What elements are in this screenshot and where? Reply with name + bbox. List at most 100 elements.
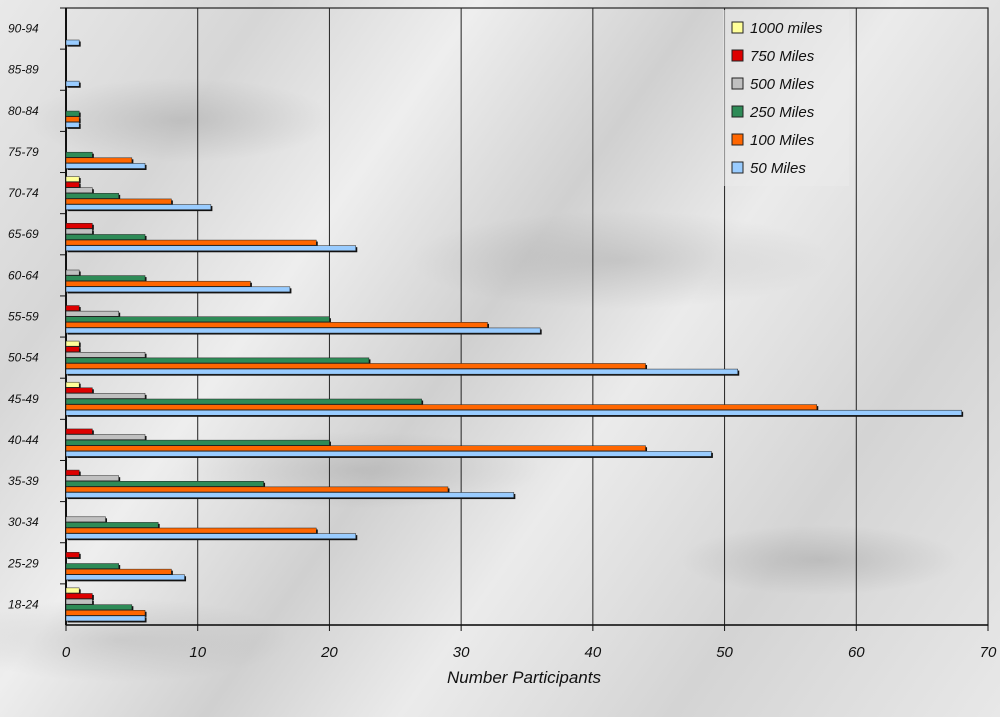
- x-tick-label: 0: [62, 644, 71, 661]
- bar: [65, 428, 93, 435]
- bar: [65, 122, 80, 128]
- bar: [65, 80, 80, 87]
- x-tick-label: 50: [716, 644, 733, 661]
- category-label: 18-24: [8, 597, 39, 611]
- legend-box: [723, 10, 849, 186]
- bar: [65, 552, 80, 558]
- category-label: 65-69: [8, 227, 39, 241]
- legend-label: 1000 miles: [750, 20, 823, 37]
- bar: [65, 492, 515, 498]
- category-label: 80-84: [8, 104, 39, 118]
- bar: [65, 228, 93, 235]
- bar: [65, 434, 146, 440]
- bar: [65, 239, 317, 246]
- bar: [65, 610, 146, 616]
- legend-swatch: [731, 21, 744, 34]
- legend-label: 500 Miles: [750, 76, 815, 93]
- bar: [65, 116, 80, 123]
- bar: [65, 234, 146, 240]
- bar: [65, 615, 146, 622]
- category-label: 85-89: [8, 63, 39, 77]
- bar: [65, 387, 93, 394]
- bar: [65, 280, 251, 287]
- category-label: 60-64: [8, 268, 39, 282]
- bar: [65, 39, 80, 46]
- bar: [65, 393, 146, 399]
- bar: [65, 340, 80, 347]
- legend-swatch: [731, 133, 744, 146]
- category-label: 90-94: [8, 22, 39, 36]
- bar: [65, 486, 449, 493]
- bar: [65, 151, 93, 158]
- bar: [65, 475, 119, 482]
- bar: [65, 363, 646, 369]
- bar: [65, 110, 80, 117]
- legend-swatch: [731, 161, 744, 174]
- category-label: 75-79: [8, 145, 39, 159]
- category-label: 70-74: [8, 186, 39, 200]
- bar: [65, 187, 93, 194]
- bar: [65, 223, 93, 229]
- bars-group: [65, 39, 964, 623]
- category-label: 50-54: [8, 351, 39, 365]
- bar: [65, 245, 357, 252]
- legend: 1000 miles 750 Miles 500 Miles 250 Miles 100…: [723, 10, 849, 186]
- bar: [65, 357, 370, 364]
- bar: [65, 157, 133, 164]
- bar: [65, 322, 488, 328]
- bar: [65, 469, 80, 476]
- category-label: 30-34: [8, 515, 39, 529]
- category-label: 40-44: [8, 433, 39, 447]
- legend-swatch: [731, 49, 744, 62]
- bar: [65, 563, 119, 569]
- bar: [65, 310, 119, 317]
- bar: [65, 409, 962, 416]
- bar: [65, 481, 264, 487]
- bar: [65, 533, 357, 539]
- bar: [65, 527, 317, 534]
- bar: [65, 269, 80, 276]
- bar: [65, 604, 133, 611]
- bar: [65, 327, 541, 334]
- legend-label: 250 Miles: [749, 104, 815, 121]
- x-tick-label: 10: [189, 644, 206, 661]
- bar: [65, 381, 80, 388]
- x-tick-label: 70: [980, 644, 997, 661]
- legend-label: 100 Miles: [750, 132, 815, 149]
- category-label: 25-29: [7, 556, 39, 570]
- x-tick-label: 20: [320, 644, 338, 661]
- bar: [65, 204, 212, 210]
- x-axis-ticks: 0 10 20 30 40 50 60 70: [62, 625, 997, 661]
- x-axis-title: Number Participants: [447, 668, 602, 687]
- bar: [65, 316, 330, 323]
- bar: [65, 574, 185, 581]
- bar: [65, 346, 80, 353]
- bar: [65, 198, 172, 205]
- bar: [65, 398, 422, 405]
- legend-swatch: [731, 105, 744, 118]
- category-label: 45-49: [8, 392, 39, 406]
- category-label: 35-39: [8, 474, 39, 488]
- x-tick-label: 40: [585, 644, 602, 661]
- bar: [65, 439, 330, 446]
- bar: [65, 593, 93, 599]
- bar: [65, 163, 146, 169]
- bar: [65, 587, 80, 594]
- bar: [65, 522, 159, 528]
- y-axis-categories: 18-24 25-29 30-34 35-39 40-44 45-49 50-54 55-59…: [7, 7, 66, 611]
- bar: [65, 352, 146, 358]
- bar: [65, 516, 106, 523]
- legend-label: 750 Miles: [750, 48, 815, 65]
- bar: [65, 445, 646, 452]
- bar: [65, 368, 738, 375]
- bar: [65, 598, 93, 605]
- bar: [65, 176, 80, 182]
- x-tick-label: 60: [848, 644, 865, 661]
- bar: [65, 286, 291, 293]
- legend-swatch: [731, 77, 744, 90]
- x-tick-label: 30: [453, 644, 470, 661]
- category-label: 55-59: [8, 310, 39, 324]
- bar: [65, 451, 712, 457]
- legend-label: 50 Miles: [750, 160, 806, 177]
